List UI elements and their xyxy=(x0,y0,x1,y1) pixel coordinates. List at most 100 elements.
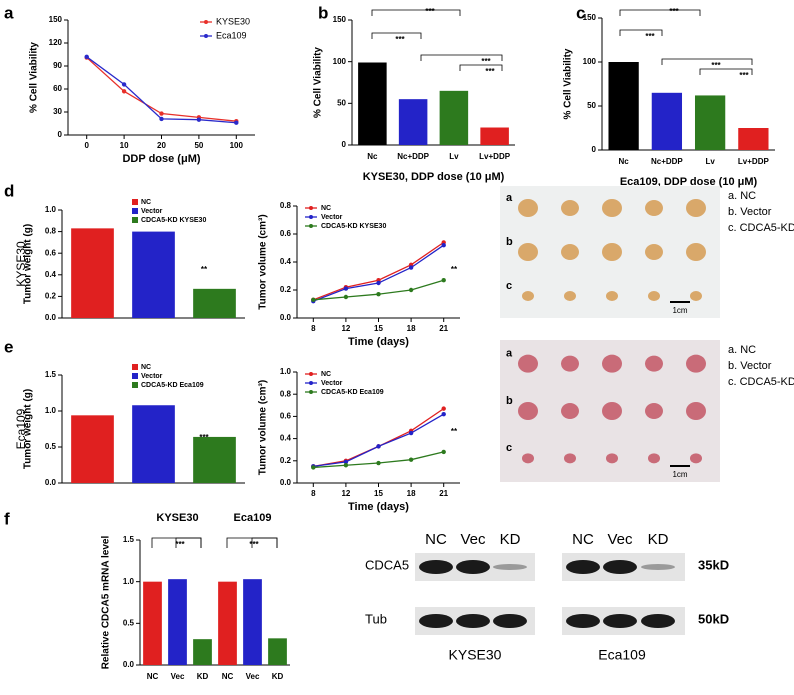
y-tick-label: 150 xyxy=(333,15,347,24)
bar xyxy=(143,581,162,665)
y-tick-label: 0.4 xyxy=(280,257,292,266)
y-tick-label: 0.8 xyxy=(280,201,292,210)
y-tick-label: 0.5 xyxy=(45,442,57,451)
tumor xyxy=(686,199,706,217)
legend-marker xyxy=(204,20,208,24)
protein-label: Tub xyxy=(365,611,387,626)
row-label: a xyxy=(506,348,513,360)
y-tick-label: 0.4 xyxy=(280,434,292,443)
x-tick-label: 8 xyxy=(311,324,316,333)
y-tick-label: 0.0 xyxy=(280,313,292,322)
tumor xyxy=(564,291,576,301)
y-tick-label: 0.0 xyxy=(45,478,57,487)
tumor xyxy=(690,453,702,464)
point xyxy=(121,82,127,87)
y-tick-label: 100 xyxy=(583,57,597,66)
x-axis-label: Time (days) xyxy=(348,336,409,348)
point xyxy=(311,465,316,470)
photo-legend: c. CDCA5-KD xyxy=(728,376,794,388)
chart: 0.0 0.5 1.0 1.5 Relative CDCA5 mRNA level NC V… xyxy=(101,512,290,681)
band xyxy=(456,560,490,574)
bar xyxy=(132,405,175,483)
x-tick-label: 50 xyxy=(194,141,203,150)
bar xyxy=(608,62,639,150)
y-tick-label: 1.0 xyxy=(123,577,135,586)
row-label: b xyxy=(506,395,513,407)
point xyxy=(84,54,89,59)
tumor xyxy=(690,291,702,301)
point xyxy=(311,297,316,302)
lane-label: Vec xyxy=(460,531,486,548)
annotation: *** xyxy=(249,540,259,549)
lane-label: Vec xyxy=(607,531,633,548)
point xyxy=(376,460,381,466)
band xyxy=(603,614,637,628)
legend-label: CDCA5-KD Eca109 xyxy=(141,382,204,389)
annotation: *** xyxy=(645,32,655,41)
x-tick-label: 100 xyxy=(230,141,244,150)
x-tick-label: 10 xyxy=(120,141,129,150)
y-tick-label: 1.5 xyxy=(45,370,57,379)
panel-letter: c xyxy=(576,3,585,22)
tumor xyxy=(645,403,663,419)
row-label: c xyxy=(506,442,512,454)
tumor xyxy=(518,199,538,217)
x-tick-label: Lv+DDP xyxy=(738,157,770,166)
legend-label: NC xyxy=(141,364,151,371)
photo-legend: a. NC xyxy=(728,344,756,356)
legend-label: KYSE30 xyxy=(216,16,250,26)
legend-marker xyxy=(309,206,313,210)
y-tick-label: 1.0 xyxy=(280,367,292,376)
bracket xyxy=(371,32,422,39)
line xyxy=(313,241,445,301)
tumor xyxy=(648,291,660,301)
x-tick-label: 0 xyxy=(84,141,89,150)
legend-label: Vector xyxy=(321,380,343,387)
tumor xyxy=(518,354,538,373)
bar xyxy=(168,579,187,665)
row-label: b xyxy=(506,236,513,248)
size-label: 50kD xyxy=(698,611,729,626)
point xyxy=(408,265,414,270)
scale-label: 1cm xyxy=(672,470,687,479)
x-tick-label: Lv xyxy=(705,157,715,166)
annotation: *** xyxy=(485,67,495,76)
tumor xyxy=(518,402,538,420)
point xyxy=(441,449,446,455)
panel-letter: a xyxy=(4,3,14,22)
x-tick-label: Vec xyxy=(171,672,185,681)
photo-legend: c. CDCA5-KD xyxy=(728,222,794,234)
x-tick-label: 18 xyxy=(407,324,416,333)
bracket xyxy=(661,58,753,65)
y-tick-label: 0 xyxy=(58,130,63,139)
annotation: *** xyxy=(175,540,185,549)
y-tick-label: 50 xyxy=(337,98,346,107)
y-tick-label: 0.6 xyxy=(280,229,292,238)
point xyxy=(121,89,127,94)
bar xyxy=(358,62,387,145)
panel-letter: e xyxy=(4,337,13,356)
bar xyxy=(71,415,114,483)
band xyxy=(419,614,453,628)
x-tick-label: NC xyxy=(147,672,159,681)
tumor xyxy=(645,200,663,216)
side-label: Eca109 xyxy=(14,408,28,449)
x-tick-label: Nc+DDP xyxy=(651,157,683,166)
point xyxy=(234,120,239,125)
x-tick-label: Nc xyxy=(619,157,630,166)
annotation: *** xyxy=(199,433,209,442)
x-tick-label: Lv+DDP xyxy=(479,152,511,161)
tumor xyxy=(561,355,579,372)
bracket xyxy=(619,9,701,16)
bar xyxy=(193,436,236,483)
tumor xyxy=(561,200,579,216)
point xyxy=(408,457,414,462)
point xyxy=(441,278,446,283)
x-tick-label: Nc xyxy=(367,152,378,161)
side-label: KYSE30 xyxy=(14,241,28,287)
cell-line-label: Eca109 xyxy=(598,647,646,663)
y-tick-label: 50 xyxy=(587,101,596,110)
legend-swatch xyxy=(132,217,138,223)
row-label: c xyxy=(506,280,512,292)
